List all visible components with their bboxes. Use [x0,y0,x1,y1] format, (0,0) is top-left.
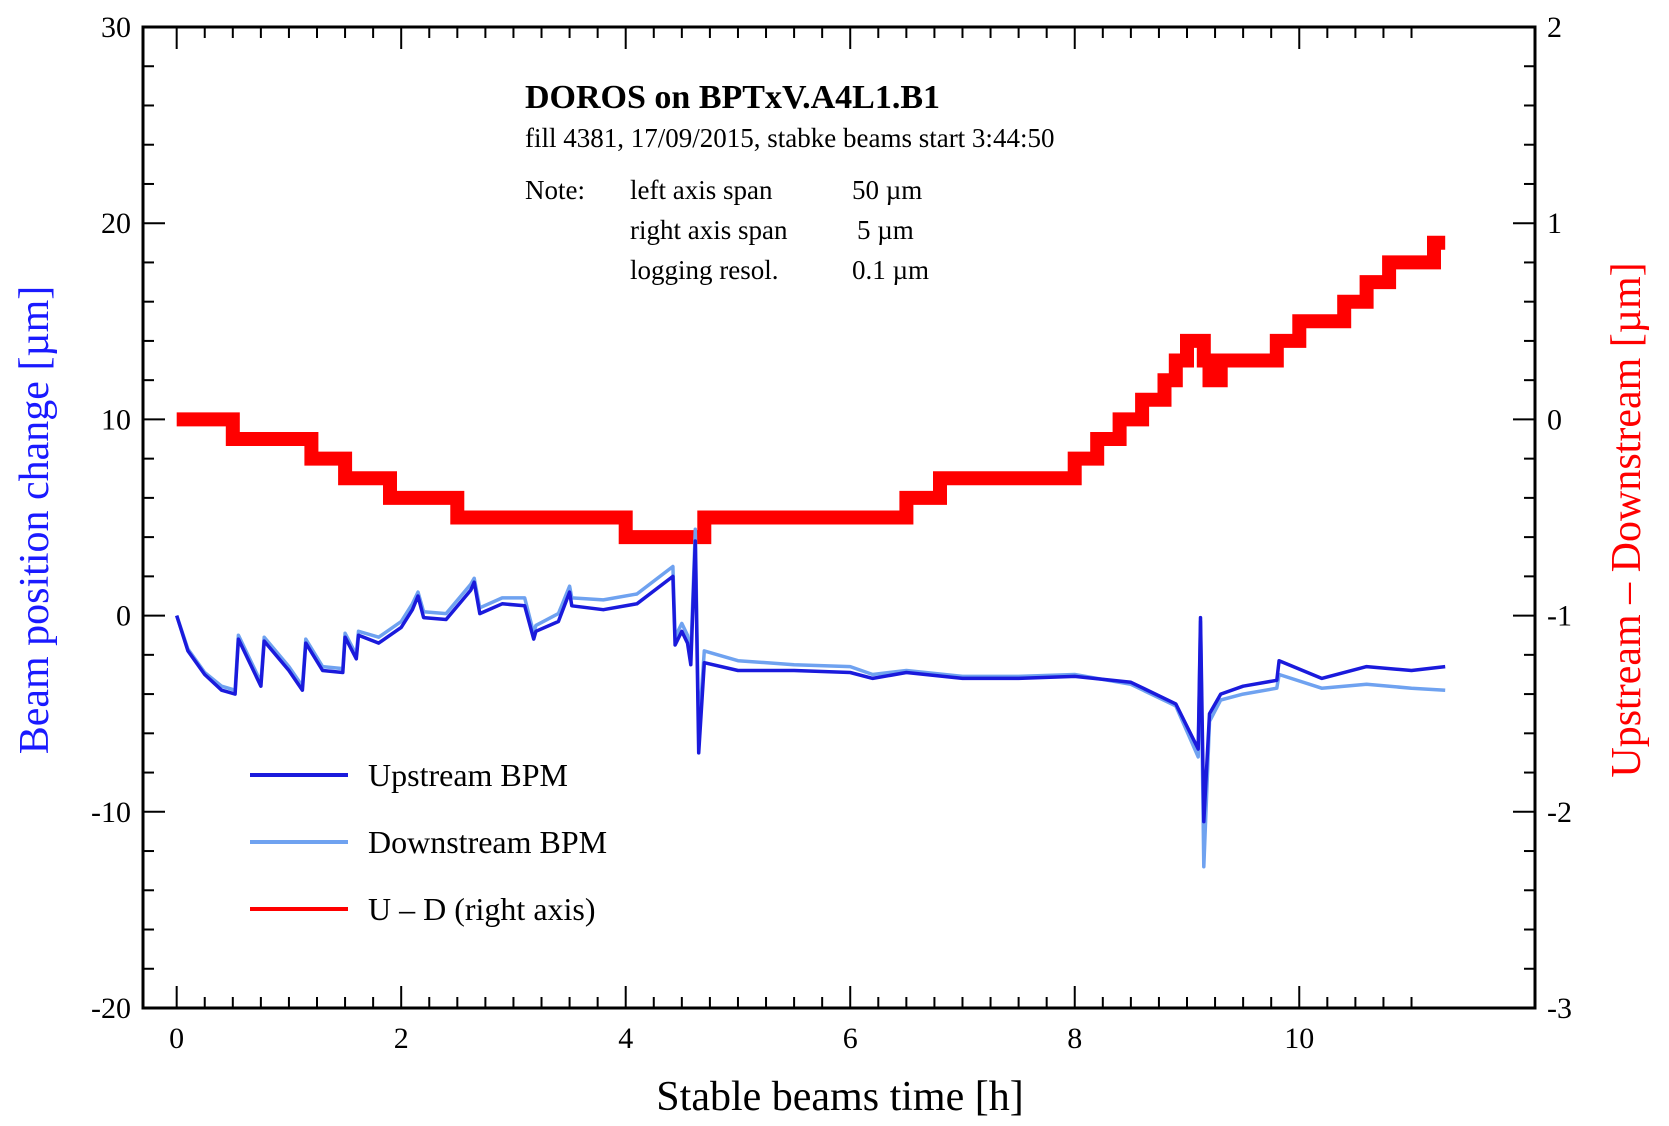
legend-label-downstream: Downstream BPM [368,824,607,860]
y-right-tick-label: 1 [1547,207,1562,240]
x-tick-label: 8 [1067,1022,1082,1055]
y-axis-left-title: Beam position change [µm] [12,286,58,755]
y-axis-right-title: Upstream – Downstream [µm] [1604,262,1650,777]
series-line-u-minus-d [176,235,1446,545]
series-layer [175,235,1446,869]
y-right-tick-label: -1 [1547,600,1572,633]
note-line-2-key: right axis span [630,215,788,245]
note-line-1-key: left axis span [630,175,773,205]
legend-label-u-minus-d: U – D (right axis) [368,891,596,927]
x-tick-label: 4 [618,1022,633,1055]
y-right-tick-label: 0 [1547,403,1562,436]
note-line-3-value: 0.1 µm [852,255,929,285]
note-line-3-key: logging resol. [630,255,779,285]
y-left-tick-label: 20 [101,207,131,240]
x-axis-title: Stable beams time [h] [656,1074,1023,1120]
chart-title: DOROS on BPTxV.A4L1.B1 [525,79,940,116]
y-left-tick-label: 30 [101,11,131,44]
y-right-tick-label: -3 [1547,992,1572,1025]
y-left-tick-label: 10 [101,403,131,436]
plot-border [141,25,1537,1010]
series-line-downstream [175,527,1446,869]
plot-frame [141,25,1537,1010]
note-label: Note: [525,175,585,205]
y-right-tick-label: 2 [1547,11,1562,44]
series-line-upstream [175,539,1446,824]
x-tick-label: 6 [843,1022,858,1055]
y-left-tick-label: 0 [116,600,131,633]
note-line-1-value: 50 µm [852,175,922,205]
legend-label-upstream: Upstream BPM [368,757,568,793]
y-right-tick-label: -2 [1547,796,1572,829]
x-tick-label: 10 [1284,1022,1314,1055]
y-left-tick-label: -10 [91,796,131,829]
x-tick-label: 2 [394,1022,409,1055]
chart-subtitle: fill 4381, 17/09/2015, stabke beams star… [525,123,1054,153]
legend: Upstream BPM Downstream BPM U – D (right… [250,757,607,927]
y-left-tick-label: -20 [91,992,131,1025]
x-tick-label: 0 [169,1022,184,1055]
note-line-2-value: 5 µm [857,215,914,245]
